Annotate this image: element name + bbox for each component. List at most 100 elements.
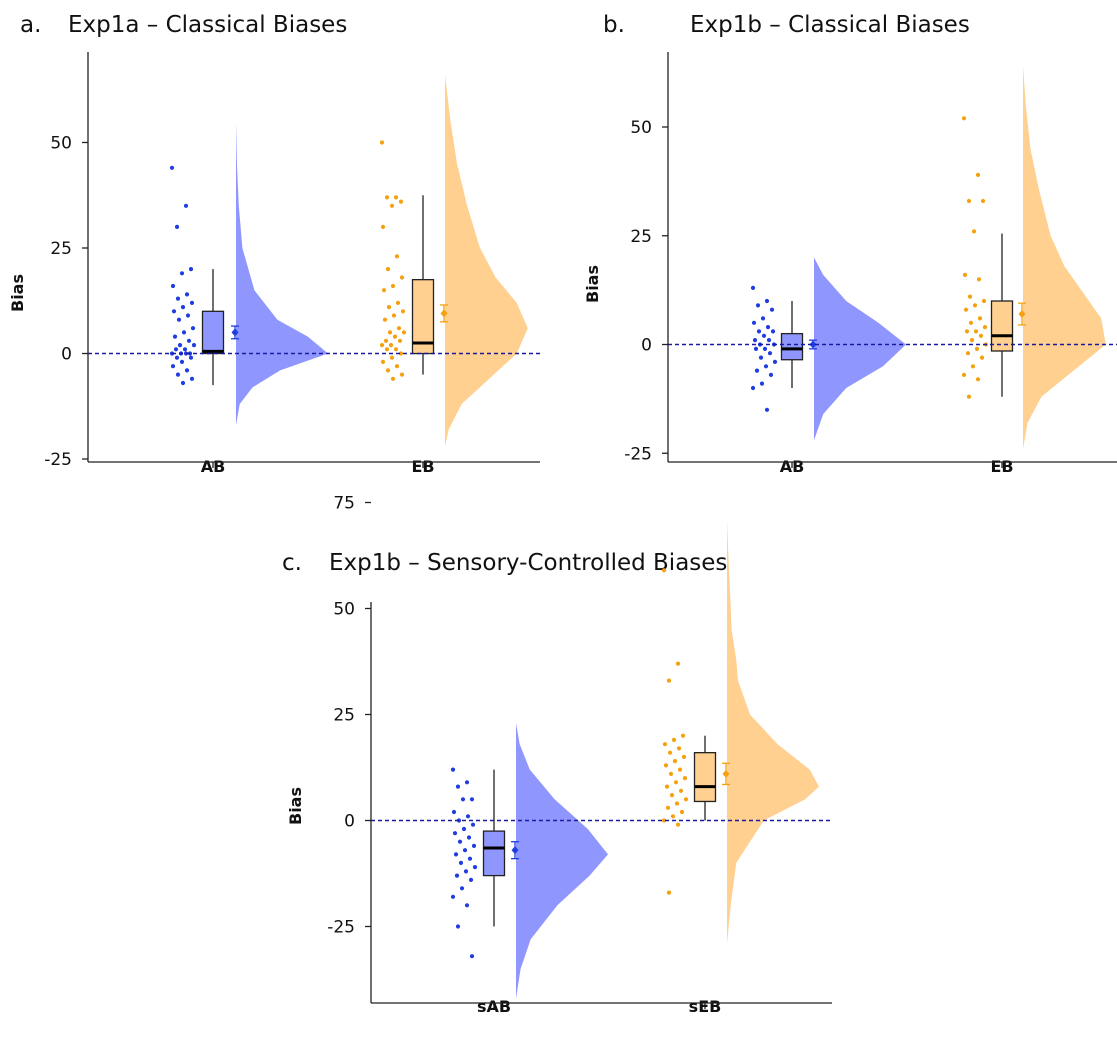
data-point-ab	[765, 325, 771, 330]
density-seb	[727, 519, 819, 944]
data-point-ab	[182, 347, 188, 352]
data-point-seb	[675, 661, 681, 666]
y-tick-label: -25	[624, 444, 652, 464]
data-point-eb	[388, 343, 394, 348]
data-point-seb	[679, 809, 685, 815]
data-point-ab	[772, 359, 778, 364]
data-point-eb	[393, 347, 399, 352]
data-point-ab	[170, 364, 176, 369]
data-point-ab	[763, 364, 769, 369]
data-point-sab	[459, 886, 465, 891]
data-point-ab	[180, 305, 186, 310]
x-label-seb: sEB	[689, 997, 722, 1016]
data-point-sab	[464, 780, 470, 785]
data-point-eb	[395, 300, 401, 305]
data-point-eb	[965, 351, 971, 356]
mean-marker-eb	[440, 309, 448, 318]
y-tick-label: 25	[333, 706, 355, 726]
data-point-sab	[467, 856, 473, 861]
data-point-eb	[382, 317, 388, 322]
data-point-sab	[452, 831, 458, 836]
data-point-seb	[661, 568, 667, 573]
data-point-eb	[397, 338, 403, 343]
data-point-ab	[180, 380, 186, 386]
data-point-ab	[766, 338, 772, 343]
data-point-ab	[175, 296, 181, 301]
data-point-sab	[463, 869, 469, 874]
data-point-eb	[968, 320, 974, 325]
data-point-eb	[961, 116, 967, 121]
data-point-ab	[754, 368, 760, 373]
data-point-sab	[465, 814, 471, 819]
data-point-ab	[189, 300, 195, 305]
data-point-eb	[964, 329, 970, 334]
data-point-seb	[673, 780, 679, 785]
data-point-sab	[469, 797, 475, 802]
data-point-eb	[972, 303, 978, 308]
data-point-ab	[175, 372, 181, 377]
data-point-eb	[394, 364, 400, 369]
data-point-sab	[461, 826, 467, 832]
panel-a-letter: a.	[20, 12, 42, 38]
data-point-sab	[450, 894, 456, 899]
data-point-eb	[385, 368, 391, 373]
data-point-eb	[394, 254, 400, 259]
data-point-ab	[759, 381, 765, 386]
data-point-seb	[661, 818, 667, 823]
data-point-ab	[756, 329, 762, 334]
data-point-eb	[978, 333, 984, 338]
data-point-ab	[767, 351, 773, 356]
box-sab	[482, 830, 506, 877]
data-point-ab	[764, 298, 770, 304]
data-point-eb	[379, 343, 385, 348]
data-point-seb	[676, 746, 682, 751]
data-point-ab	[183, 203, 189, 208]
data-point-eb	[970, 364, 976, 369]
data-point-seb	[681, 754, 687, 760]
data-point-sab	[469, 954, 475, 959]
data-point-eb	[396, 326, 402, 331]
data-point-eb	[973, 329, 979, 334]
data-point-ab	[184, 292, 190, 297]
panel-a-title: Exp1a – Classical Biases	[68, 12, 348, 38]
data-point-eb	[385, 267, 391, 272]
data-point-eb	[966, 394, 972, 399]
data-point-eb	[380, 359, 386, 364]
data-point-eb	[383, 338, 389, 343]
data-point-ab	[172, 334, 178, 339]
density-eb	[445, 75, 528, 447]
y-tick-label: -25	[327, 918, 355, 938]
mean-marker-ab	[231, 328, 239, 337]
data-point-eb	[981, 298, 987, 304]
y-axis-label: Bias	[583, 265, 602, 303]
y-axis-label: Bias	[286, 787, 305, 825]
data-point-seb	[667, 750, 673, 755]
mean-marker-seb	[722, 769, 730, 778]
data-point-seb	[669, 793, 675, 798]
data-point-sab	[454, 873, 460, 878]
data-point-sab	[462, 848, 468, 853]
data-point-seb	[682, 776, 688, 781]
data-point-eb	[387, 330, 393, 335]
data-point-eb	[391, 313, 397, 318]
y-tick-label: 50	[50, 134, 72, 154]
data-point-ab	[177, 343, 183, 348]
data-point-eb	[398, 199, 404, 204]
data-point-eb	[971, 229, 977, 234]
data-point-ab	[764, 407, 770, 412]
data-point-ab	[169, 165, 175, 170]
data-point-seb	[672, 759, 678, 764]
data-point-eb	[398, 351, 404, 356]
data-point-ab	[760, 316, 766, 321]
data-point-sab	[471, 843, 477, 849]
y-tick-label: 75	[333, 494, 355, 514]
data-point-eb	[982, 325, 988, 330]
y-tick-label: 50	[333, 600, 355, 620]
data-point-seb	[683, 797, 689, 802]
data-point-sab	[451, 809, 457, 815]
data-point-ab	[191, 343, 197, 348]
data-point-seb	[666, 890, 672, 895]
data-point-ab	[174, 224, 180, 229]
